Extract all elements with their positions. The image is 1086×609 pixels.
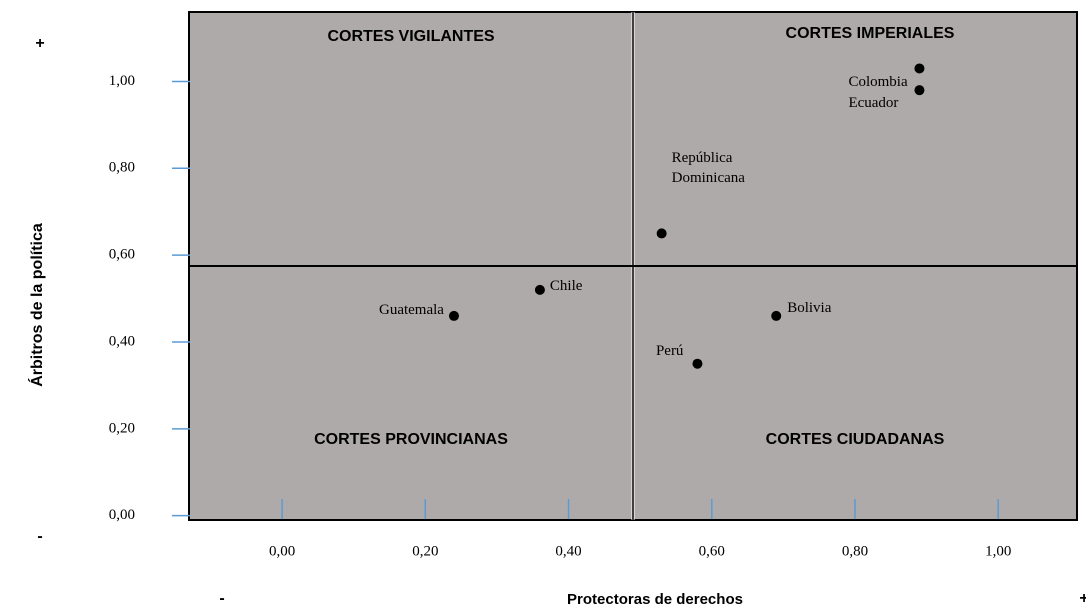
x-tick-label: 0,40 [555,543,581,559]
quadrant-label: CORTES PROVINCIANAS [314,431,508,448]
quadrant-label: CORTES VIGILANTES [327,28,494,45]
point [656,228,667,239]
x-axis-title: Protectoras de derechos [567,591,743,608]
point [914,63,925,74]
y-tick-label: 0,20 [109,420,135,436]
y-tick-label: 0,60 [109,247,135,263]
axis-end-sign: - [37,528,42,545]
y-tick-label: 0,80 [109,160,135,176]
x-tick-label: 0,80 [842,543,868,559]
point-label: Bolivia [787,299,832,316]
axis-end-sign: + [1079,590,1086,607]
point [771,310,782,321]
point [448,310,459,321]
point-label: Perú [655,342,684,359]
point-label: República Dominicana [671,150,745,187]
y-tick-label: 0,40 [109,333,135,349]
x-tick-label: 0,00 [269,543,295,559]
point-label: Colombia [848,74,908,91]
y-axis-title: Árbitros de la política [27,223,46,387]
y-tick-label: 1,00 [109,73,135,89]
point-label: Guatemala [378,301,444,318]
point-label: Chile [549,277,583,294]
quadrant-label: CORTES IMPERIALES [786,25,955,42]
point [692,358,703,369]
point-label: Ecuador [848,95,899,112]
quadrant-label: CORTES CIUDADANAS [766,431,945,448]
axis-end-sign: + [35,35,44,52]
point [534,284,545,295]
point [914,85,925,96]
x-tick-label: 0,20 [412,543,438,559]
axis-end-sign: - [219,590,224,607]
y-tick-label: 0,00 [109,507,135,523]
x-tick-label: 1,00 [985,543,1011,559]
x-tick-label: 0,60 [699,543,725,559]
